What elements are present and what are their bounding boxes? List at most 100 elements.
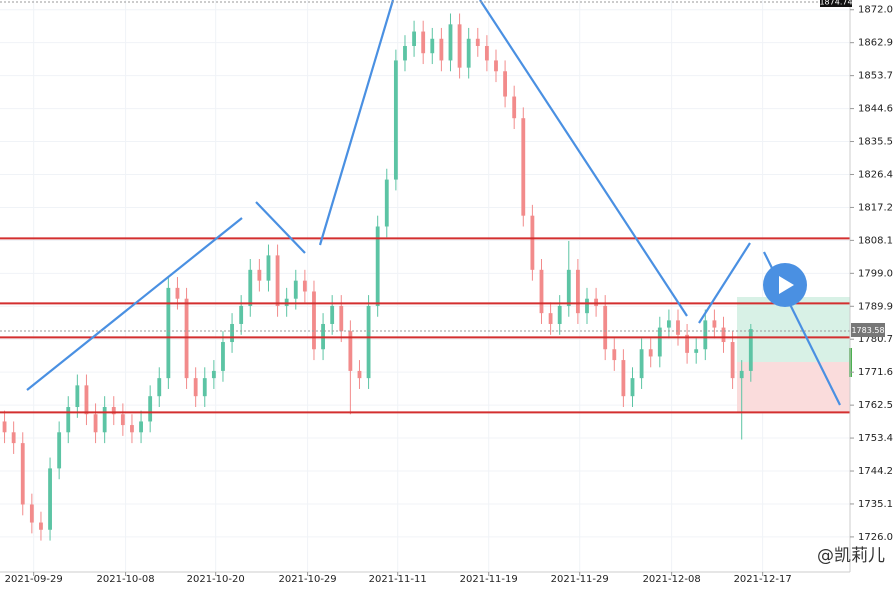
levels xyxy=(0,237,850,414)
candle-body xyxy=(457,24,462,68)
play-icon xyxy=(779,276,794,294)
y-tick-label: 1826.41 xyxy=(858,169,893,180)
candle-body xyxy=(84,385,89,415)
trend-line xyxy=(26,217,243,391)
candle-body xyxy=(721,327,726,343)
candle-body xyxy=(639,349,644,379)
y-tick-label: 1753.40 xyxy=(858,433,893,444)
y-tick-label: 1808.16 xyxy=(858,235,893,246)
candle-body xyxy=(739,370,744,379)
candle-body xyxy=(102,407,107,433)
candle-body xyxy=(694,349,699,353)
candle-body xyxy=(357,370,362,379)
candle-body xyxy=(566,269,571,306)
candle-body xyxy=(293,280,298,299)
candle-body xyxy=(484,45,489,61)
candles xyxy=(2,13,753,541)
candle-body xyxy=(612,349,617,361)
trend-line xyxy=(698,242,751,324)
y-tick-label: 1726.02 xyxy=(858,532,893,543)
candle-body xyxy=(284,298,289,306)
candle-body xyxy=(302,280,307,292)
candle-body xyxy=(548,313,553,324)
candle-body xyxy=(512,96,517,119)
candle-body xyxy=(148,396,153,422)
top-price-label: 1874.74 xyxy=(819,0,852,7)
candle-body xyxy=(175,287,180,299)
candle-body xyxy=(748,329,753,371)
watermark: @凯莉儿 xyxy=(817,546,885,566)
candle-body xyxy=(375,226,380,306)
y-tick-label: 1771.65 xyxy=(858,367,893,378)
axes: 1872.04 1862.92 1853.79 1844.66 1835.54 1826.… xyxy=(5,5,893,585)
y-tick-label: 1789.90 xyxy=(858,301,893,312)
candle-body xyxy=(366,305,371,379)
y-tick-label: 1817.28 xyxy=(858,202,893,213)
y-tick-label: 1744.27 xyxy=(858,466,893,477)
candle-body xyxy=(703,320,708,350)
candle-body xyxy=(39,522,43,530)
y-tick-label: 1872.04 xyxy=(858,5,893,16)
candle-body xyxy=(93,414,98,433)
candle-body xyxy=(330,305,335,324)
loss-zone xyxy=(737,362,850,412)
y-tick-label: 1735.15 xyxy=(858,499,893,510)
candle-body xyxy=(221,342,225,371)
candle-body xyxy=(384,179,389,227)
candle-body xyxy=(630,378,635,397)
candle-body xyxy=(585,298,589,314)
candle-body xyxy=(648,349,653,357)
candle-body xyxy=(421,31,426,54)
candle-body xyxy=(193,378,198,397)
candle-body xyxy=(275,255,280,306)
x-tick-label: 2021-11-19 xyxy=(460,574,518,585)
candle-body xyxy=(466,38,471,68)
last-price-label: 1783.58 xyxy=(851,326,884,335)
candle-body xyxy=(184,298,189,379)
candle-body xyxy=(730,342,735,379)
candle-body xyxy=(211,370,216,379)
x-tick-label: 2021-12-08 xyxy=(643,574,701,585)
candle-body xyxy=(557,305,562,324)
candle-body xyxy=(266,255,271,281)
candle-body xyxy=(57,432,62,469)
candle-body xyxy=(48,468,52,530)
profit-zone xyxy=(737,297,850,362)
trend-line xyxy=(255,201,306,254)
x-tick-label: 2021-10-20 xyxy=(187,574,245,585)
candle-body xyxy=(621,360,626,397)
candle-body xyxy=(594,298,599,306)
candle-body xyxy=(503,71,507,97)
trend-line xyxy=(318,0,395,246)
x-tick-label: 2021-10-29 xyxy=(279,574,337,585)
candle-body xyxy=(448,24,453,61)
candle-body xyxy=(475,38,480,46)
candle-body xyxy=(29,504,34,523)
candle-body xyxy=(248,269,253,306)
last-price-tag xyxy=(851,323,885,337)
candle-body xyxy=(130,425,134,433)
candle-body xyxy=(111,407,116,415)
candle-body xyxy=(120,414,125,426)
candle-body xyxy=(685,334,690,353)
candle-body xyxy=(657,327,662,357)
candle-body xyxy=(430,38,435,54)
candle-body xyxy=(439,38,444,61)
candle-body xyxy=(403,45,407,61)
y-tick-label: 1799.03 xyxy=(858,268,893,279)
candle-body xyxy=(202,378,207,397)
x-tick-label: 2021-11-29 xyxy=(551,574,609,585)
x-tick-label: 2021-11-11 xyxy=(369,574,427,585)
y-tick-label: 1762.52 xyxy=(858,400,893,411)
candle-body xyxy=(348,331,353,371)
candle-body xyxy=(666,320,671,328)
candle-body xyxy=(603,305,608,350)
candle-body xyxy=(166,287,171,379)
candle-body xyxy=(75,385,80,408)
candle-body xyxy=(539,269,544,314)
candle-body xyxy=(530,215,535,270)
candle-body xyxy=(66,407,71,433)
y-tick-label: 1835.54 xyxy=(858,137,893,148)
top-price-tag xyxy=(820,0,852,7)
